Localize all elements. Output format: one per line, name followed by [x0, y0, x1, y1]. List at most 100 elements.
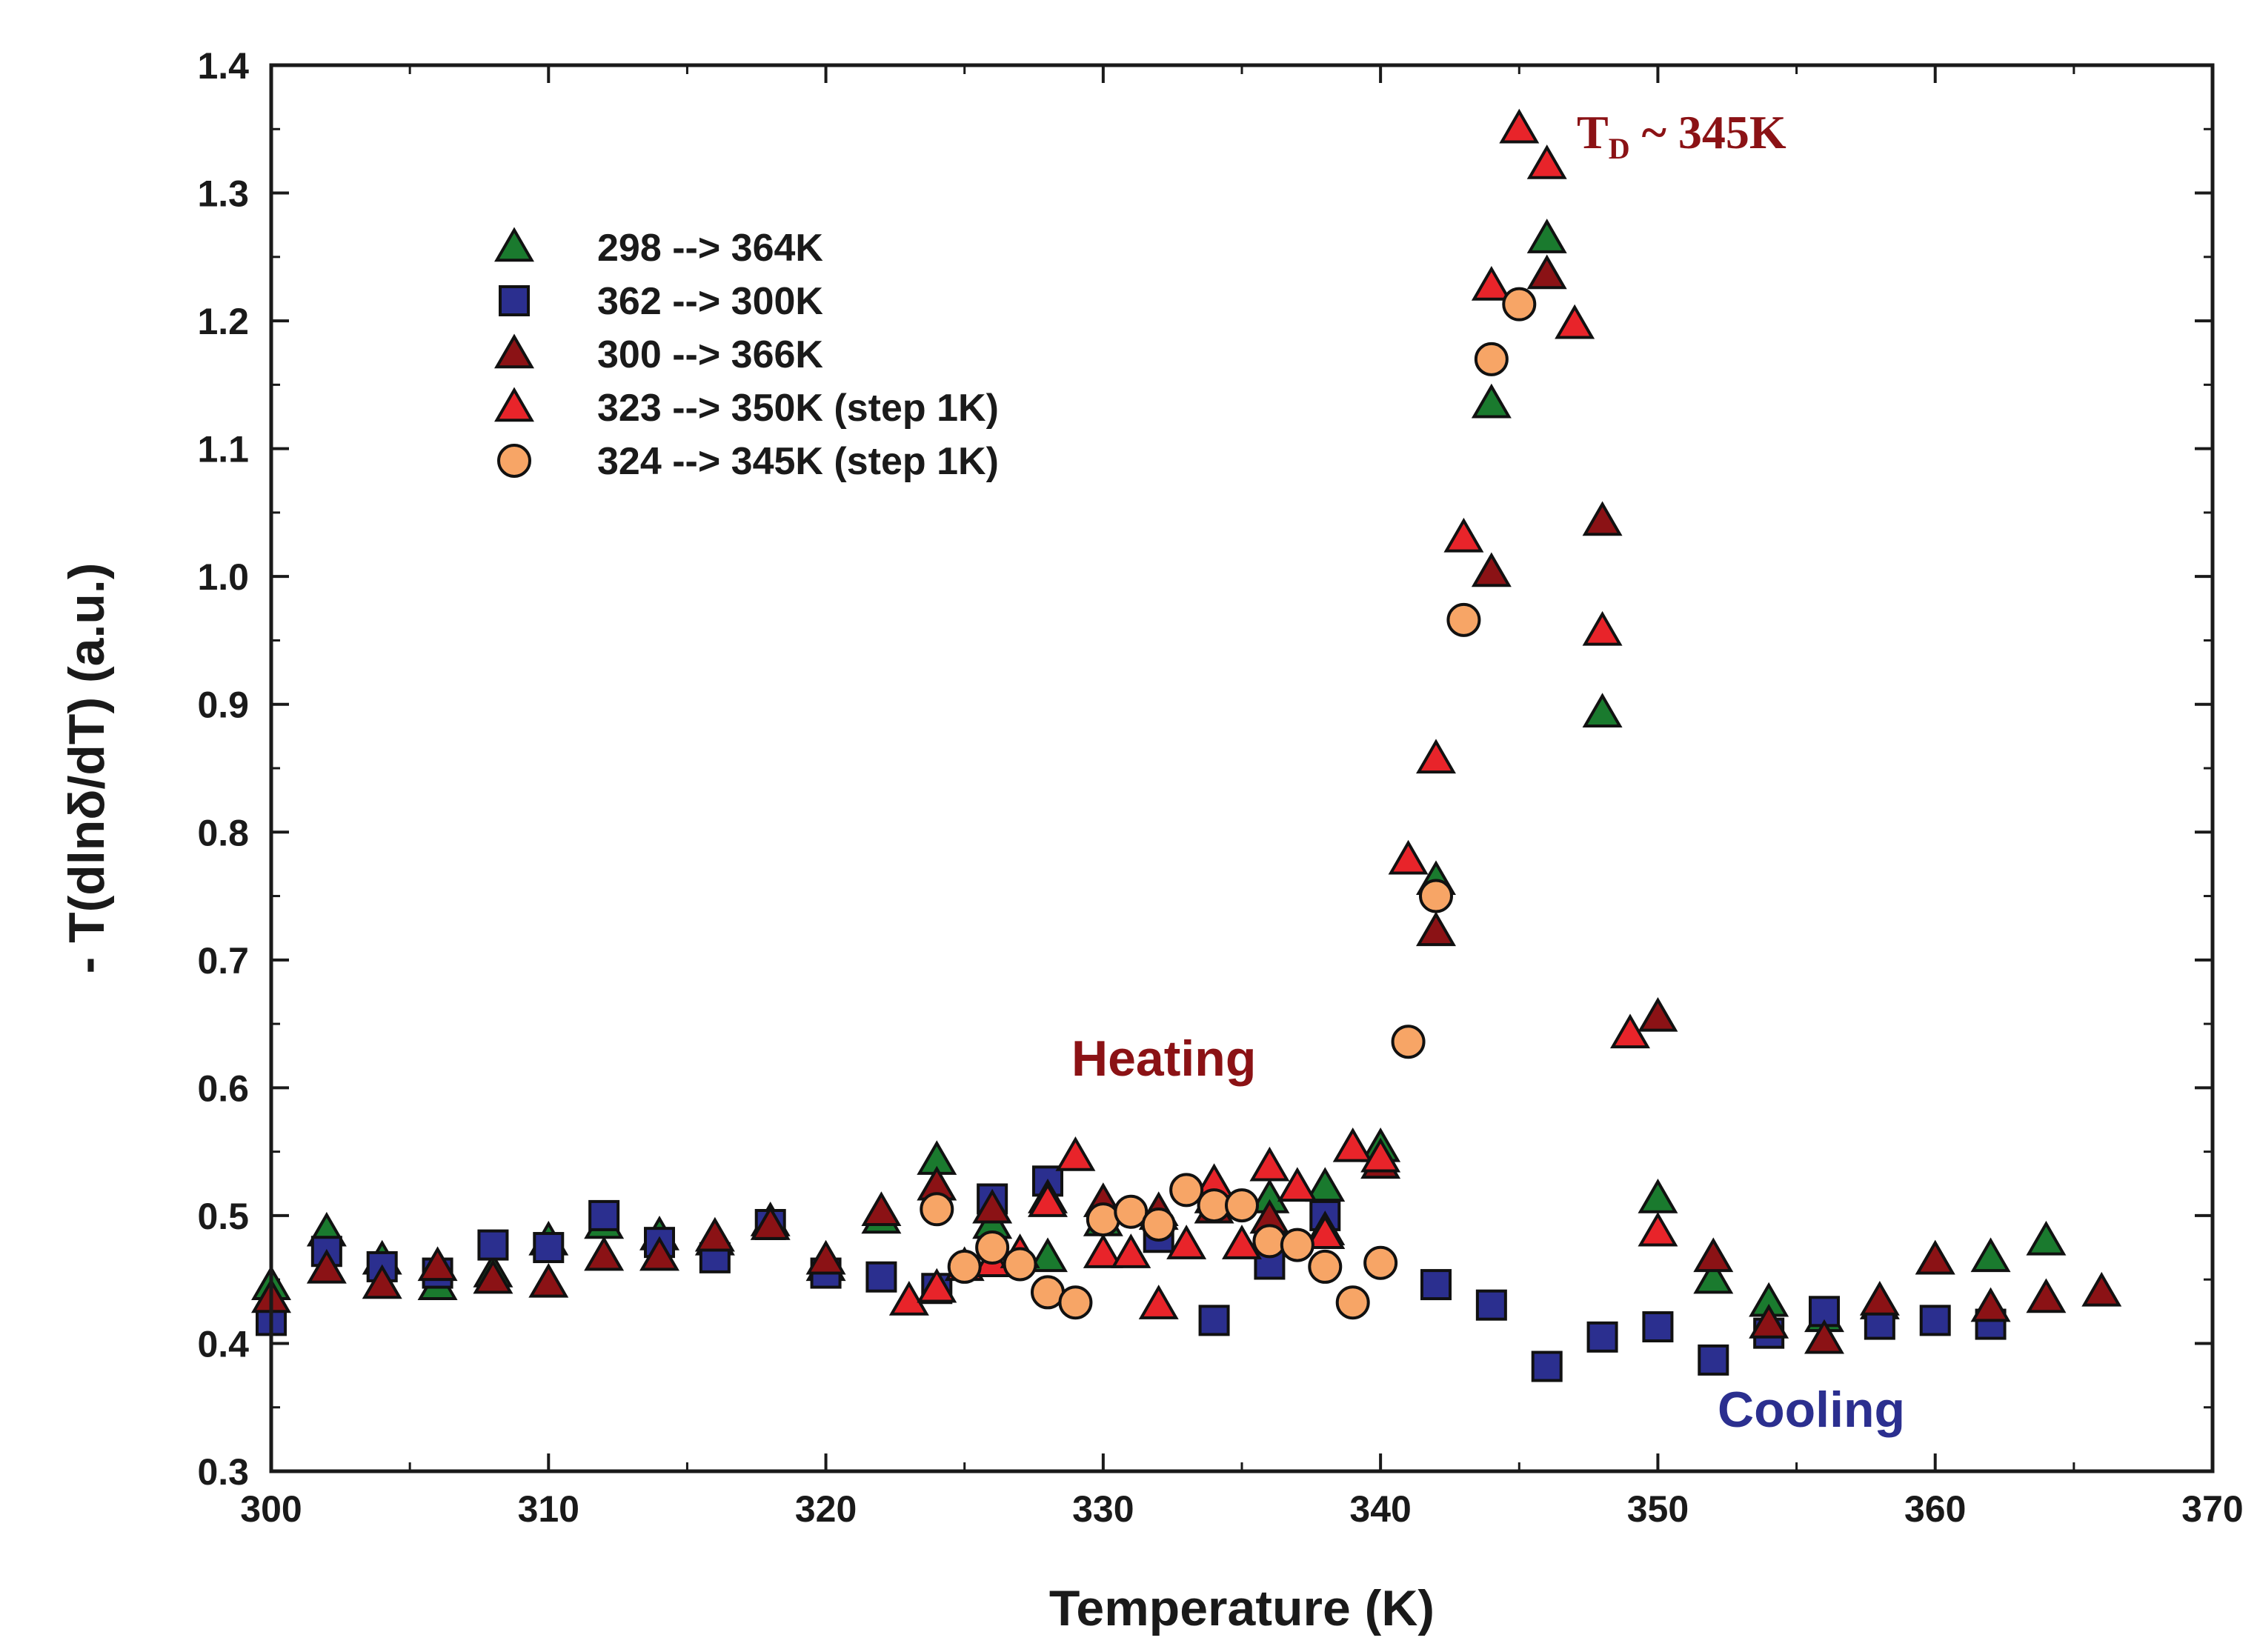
data-point	[1058, 1285, 1093, 1320]
legend: 298 --> 364K 362 --> 300K 300 --> 366K 323 …	[494, 227, 999, 483]
data-point	[1526, 254, 1567, 290]
data-point	[417, 1246, 458, 1282]
data-point	[1555, 304, 1595, 339]
data-point	[1474, 342, 1509, 376]
legend-marker	[494, 333, 534, 369]
data-point	[1252, 1224, 1287, 1259]
data-point	[1471, 552, 1512, 587]
data-point	[1582, 610, 1623, 646]
data-point	[1360, 1137, 1401, 1173]
legend-item: 362 --> 300K	[499, 280, 823, 323]
legend-marker	[494, 387, 534, 422]
series-5	[920, 287, 1537, 1320]
data-point	[1804, 1319, 1844, 1354]
data-point	[1169, 1173, 1204, 1208]
data-point	[528, 1262, 569, 1298]
data-point	[1028, 1182, 1068, 1217]
data-point	[639, 1236, 679, 1271]
legend-label: 362 --> 300K	[597, 280, 823, 323]
x-tick-label: 350	[1627, 1488, 1689, 1530]
data-point	[1388, 839, 1429, 875]
data-point	[1305, 1214, 1346, 1250]
data-point	[888, 1280, 929, 1316]
data-point	[920, 1192, 954, 1227]
legend-item: 324 --> 345K (step 1K)	[497, 440, 999, 483]
data-point	[1055, 1136, 1096, 1171]
td-annotation-main: T	[1577, 106, 1609, 159]
data-point	[2026, 1278, 2067, 1313]
legend-label: 300 --> 366K	[597, 333, 823, 376]
data-point	[750, 1205, 791, 1240]
data-point	[1114, 1194, 1149, 1229]
data-point	[1443, 517, 1484, 553]
data-point	[1693, 1259, 1734, 1294]
data-point	[865, 1261, 897, 1293]
data-point	[1638, 1211, 1678, 1247]
data-point	[917, 1268, 957, 1303]
data-point	[1419, 879, 1453, 913]
data-point	[1420, 1269, 1452, 1301]
data-point	[1586, 1321, 1618, 1353]
legend-item: 323 --> 350K (step 1K)	[494, 387, 999, 430]
series-4	[888, 108, 1678, 1319]
data-point	[588, 1199, 620, 1231]
legend-item: 300 --> 366K	[494, 333, 823, 376]
data-point	[584, 1236, 625, 1271]
legend-marker	[494, 227, 534, 262]
td-annotation-sub: D	[1609, 132, 1630, 165]
y-tick-label: 1.0	[197, 556, 249, 598]
data-point	[1249, 1146, 1290, 1182]
y-tick-label: 1.4	[197, 45, 249, 87]
data-point	[533, 1232, 565, 1264]
data-point	[1499, 108, 1540, 144]
data-point	[1638, 996, 1678, 1032]
data-point	[1391, 1025, 1426, 1059]
data-point	[805, 1239, 846, 1275]
y-tick-label: 0.6	[197, 1068, 249, 1109]
td-annotation-rest: ~ 345K	[1630, 106, 1786, 159]
ticks-layer: 300 310 320 330 340 350 360 370 0.3 0.4 0.5 0.6 0.7 0…	[197, 45, 2243, 1530]
data-point	[1138, 1285, 1179, 1319]
data-point	[1166, 1225, 1207, 1259]
series-1	[251, 219, 2067, 1333]
data-point	[1225, 1188, 1259, 1223]
data-point	[1638, 1178, 1678, 1213]
data-point	[1332, 1127, 1373, 1162]
x-tick-label: 370	[2181, 1488, 2243, 1530]
x-tick-label: 360	[1904, 1488, 1966, 1530]
data-point	[1198, 1305, 1230, 1336]
legend-item: 298 --> 364K	[494, 227, 823, 270]
y-tick-label: 0.7	[197, 940, 249, 982]
data-point	[1416, 911, 1456, 947]
y-tick-label: 1.2	[197, 301, 249, 342]
data-point	[1416, 739, 1456, 774]
data-point	[2081, 1271, 2122, 1307]
td-annotation: TD ~ 345K	[1577, 106, 1786, 165]
x-tick-label: 300	[240, 1488, 302, 1530]
data-point	[1335, 1285, 1370, 1320]
legend-marker	[497, 444, 531, 478]
points-layer	[251, 108, 2122, 1382]
data-point	[1222, 1225, 1262, 1259]
data-point	[477, 1229, 509, 1261]
data-point	[1446, 602, 1481, 637]
x-tick-label: 320	[795, 1488, 857, 1530]
data-point	[1003, 1247, 1037, 1282]
data-point	[366, 1250, 398, 1282]
data-point	[1111, 1233, 1151, 1268]
y-tick-label: 0.3	[197, 1451, 249, 1493]
data-point	[1693, 1237, 1734, 1273]
legend-label: 324 --> 345K (step 1K)	[597, 440, 999, 483]
data-point	[473, 1259, 513, 1294]
data-point	[1471, 265, 1512, 301]
y-tick-label: 0.5	[197, 1196, 249, 1237]
data-point	[1749, 1304, 1789, 1339]
data-point	[1970, 1237, 2011, 1273]
data-point	[1526, 144, 1567, 179]
data-point	[1531, 1350, 1563, 1382]
data-point	[1141, 1207, 1176, 1242]
data-point	[975, 1230, 1010, 1265]
y-axis-title: - T(dlnδ/dT) (a.u.)	[59, 563, 115, 974]
data-point	[1526, 219, 1567, 253]
